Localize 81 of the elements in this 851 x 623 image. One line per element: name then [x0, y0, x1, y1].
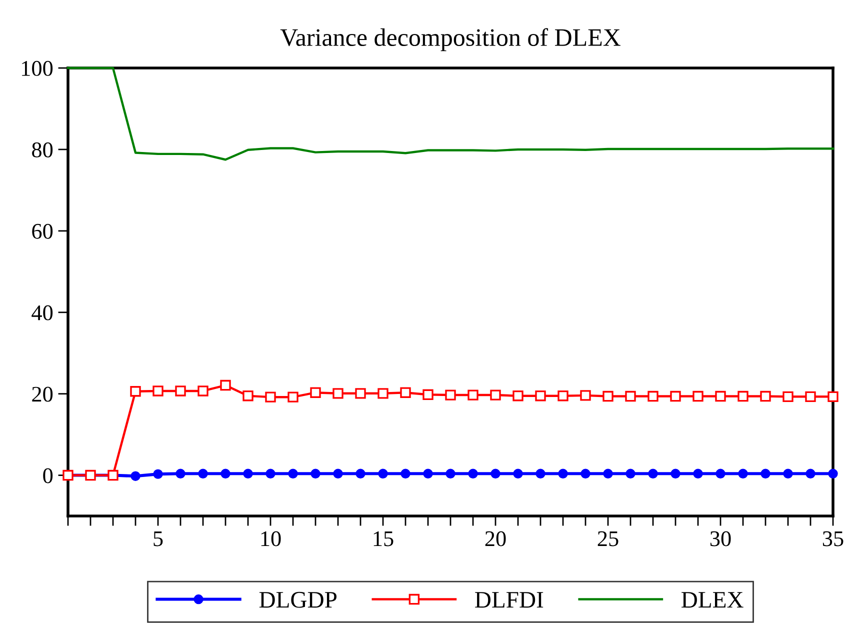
point — [130, 471, 140, 481]
x-tick-label: 20 — [485, 531, 506, 546]
x-tick-label: 35 — [822, 531, 844, 546]
point — [535, 390, 546, 402]
y-tick-label: 40 — [32, 305, 53, 320]
point — [400, 468, 410, 479]
point — [670, 390, 681, 402]
point — [760, 468, 770, 479]
point — [603, 468, 613, 479]
point — [400, 387, 411, 398]
point — [310, 387, 321, 398]
point — [332, 388, 344, 399]
point — [243, 468, 253, 479]
point — [153, 469, 163, 479]
point — [220, 468, 230, 479]
point — [175, 386, 186, 396]
point — [176, 468, 186, 479]
y-tick-label: 80 — [32, 142, 53, 158]
point — [378, 388, 388, 399]
point — [828, 468, 838, 479]
point — [738, 468, 748, 479]
point — [626, 468, 636, 479]
x-tick-label: 25 — [598, 531, 618, 546]
x-tick-label: 15 — [374, 531, 394, 546]
point — [738, 390, 748, 402]
point — [310, 468, 320, 479]
point — [806, 468, 816, 479]
point — [558, 468, 568, 479]
point — [580, 390, 591, 401]
point — [445, 390, 456, 400]
point — [288, 468, 298, 479]
point — [715, 390, 726, 402]
y-tick-label: 100 — [22, 60, 53, 76]
point — [355, 388, 366, 399]
point — [670, 468, 680, 479]
point — [378, 468, 388, 479]
point — [130, 386, 141, 397]
point — [602, 390, 614, 402]
y-tick-label: 0 — [43, 468, 53, 484]
x-tick-label: 5 — [154, 531, 163, 546]
point — [265, 392, 276, 402]
point — [782, 391, 794, 402]
point — [468, 390, 478, 400]
point — [266, 468, 276, 479]
point — [580, 468, 590, 479]
point — [152, 386, 164, 396]
legend-label: DLGDP — [259, 592, 336, 608]
point — [716, 468, 726, 479]
point — [288, 392, 298, 402]
y-tick-label: 60 — [32, 224, 53, 239]
point — [536, 468, 546, 479]
point — [783, 468, 793, 479]
x-tick-label: 10 — [261, 531, 281, 546]
point — [625, 390, 636, 402]
point — [490, 468, 500, 479]
x-tick-label: 30 — [710, 531, 731, 546]
point — [333, 468, 343, 479]
point — [648, 390, 658, 402]
point — [490, 390, 501, 400]
point — [198, 386, 208, 396]
point — [446, 468, 456, 479]
point — [242, 390, 254, 402]
point — [558, 390, 568, 402]
point — [648, 468, 658, 479]
point — [828, 391, 838, 402]
point — [513, 468, 523, 479]
point — [512, 390, 524, 402]
point — [356, 468, 366, 479]
point — [805, 391, 816, 402]
point — [692, 390, 704, 402]
point — [760, 390, 771, 402]
point — [422, 389, 434, 400]
legend-label: DLEX — [682, 592, 744, 608]
legend-label: DLFDI — [475, 592, 544, 608]
chart-title: Variance decomposition of DLEX — [280, 28, 620, 52]
point — [423, 468, 433, 479]
point — [468, 468, 478, 479]
point — [693, 468, 703, 479]
point — [220, 380, 231, 391]
point — [198, 468, 208, 479]
y-tick-label: 20 — [32, 386, 53, 402]
